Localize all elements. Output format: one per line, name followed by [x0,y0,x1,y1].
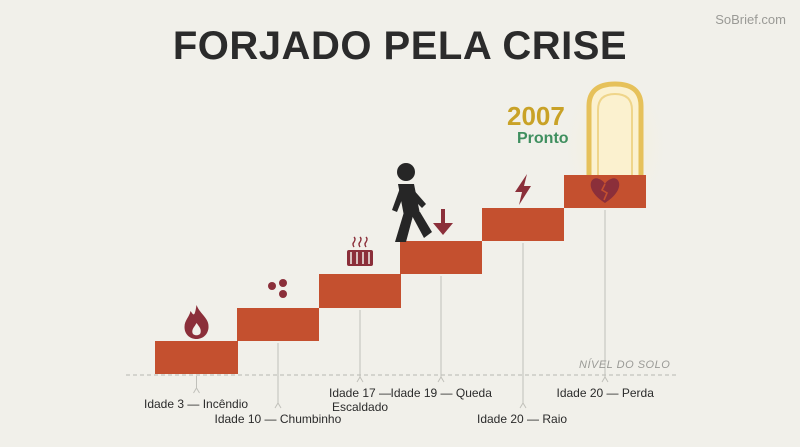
step-label: Idade 17 — Escaldado [329,386,392,414]
down-arrow-icon [433,209,453,235]
leader-arrow [193,387,200,394]
step-block [155,341,238,374]
leader-arrow [601,376,609,383]
watermark: SoBrief.com [715,12,786,27]
page-title: FORJADO PELA CRISE [172,24,628,68]
broken-heart-icon [590,178,620,203]
step-block [400,241,482,274]
pellets-icon [268,279,287,298]
step-block [237,308,319,341]
leader-arrow [274,402,282,409]
goal-status: Pronto [517,130,569,147]
lightning-icon [515,174,531,205]
radiator-icon [347,236,373,266]
ground-level-label: NÍVEL DO SOLO [579,359,671,371]
leader-arrow [437,376,445,383]
step-label: Idade 20 — Perda [556,386,654,400]
flame-icon [184,305,209,339]
goal-year: 2007 [507,101,565,131]
step-block [319,274,401,308]
leader-arrow [356,376,364,383]
step-block [482,208,564,241]
leader-arrow [519,402,527,409]
step-label: Idade 3 — Incêndio [144,397,249,411]
climbing-person-icon [392,163,432,242]
step-label: Idade 20 — Raio [477,412,568,426]
step-label: Idade 19 — Queda [390,386,492,400]
step-label: Idade 10 — Chumbinho [214,412,342,426]
